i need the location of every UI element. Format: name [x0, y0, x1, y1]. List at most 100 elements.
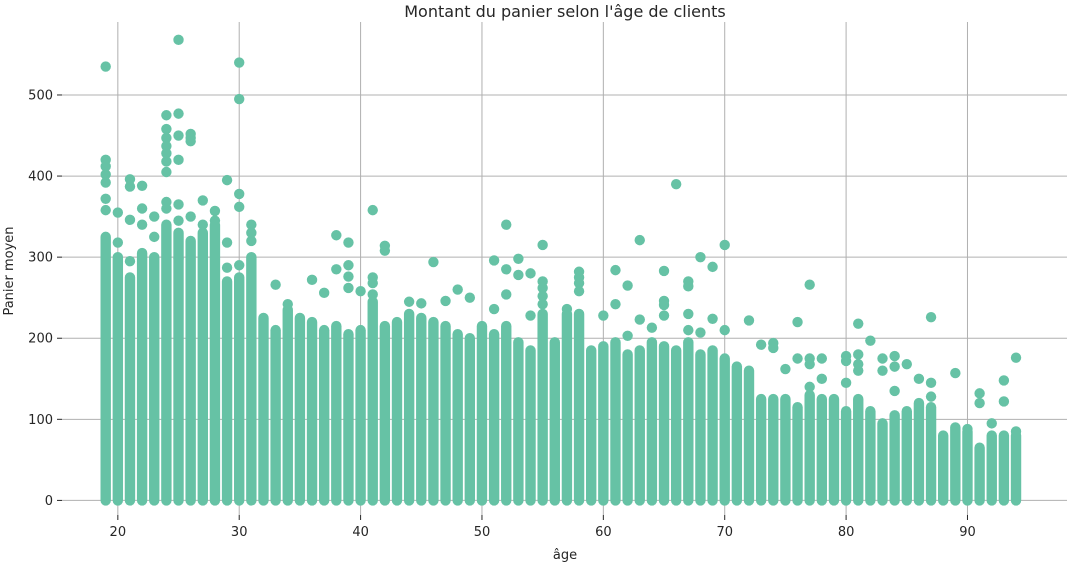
data-point: [488, 255, 500, 266]
data-point: [962, 423, 973, 435]
data-point: [925, 377, 937, 389]
data-point-stack: [464, 333, 476, 506]
data-point: [428, 256, 439, 268]
data-point: [161, 148, 172, 159]
data-point: [403, 296, 415, 307]
data-point: [112, 207, 124, 218]
data-point-stack: [501, 320, 512, 506]
data-point-stack: [306, 316, 318, 506]
data-point-stack: [865, 406, 876, 506]
data-point-stack: [476, 320, 488, 506]
data-point: [840, 377, 852, 389]
data-point-stack: [974, 442, 985, 506]
data-point-stack: [622, 349, 633, 506]
data-point-stack: [561, 308, 573, 506]
data-point-stack: [804, 389, 815, 506]
data-point: [161, 132, 172, 144]
data-point-stack: [149, 251, 160, 506]
data-point: [804, 358, 815, 370]
data-point-stack: [610, 337, 621, 506]
data-point-stack: [525, 345, 536, 506]
data-point-stack: [586, 345, 597, 506]
data-point-stack: [209, 219, 221, 506]
data-point-stack: [853, 393, 864, 506]
data-point: [634, 234, 645, 246]
data-point-stack: [537, 308, 548, 506]
y-tick-label: 400: [28, 170, 53, 185]
data-point: [234, 260, 245, 271]
data-point-stack: [294, 312, 306, 506]
data-point: [792, 353, 803, 364]
data-point-stack: [573, 308, 585, 506]
data-point: [974, 388, 985, 399]
data-point: [100, 169, 111, 180]
data-point: [537, 282, 548, 294]
data-point-stack: [925, 401, 937, 506]
data-point: [707, 261, 718, 273]
data-point: [513, 269, 524, 281]
data-point: [925, 391, 937, 402]
data-point: [343, 260, 354, 271]
data-point: [161, 110, 172, 121]
data-point: [683, 308, 694, 320]
data-point: [598, 310, 609, 321]
x-tick-label: 70: [716, 525, 733, 540]
data-point: [877, 353, 888, 364]
data-point-stack: [840, 406, 852, 506]
data-point: [136, 219, 148, 230]
data-point-stack: [112, 251, 124, 506]
data-point-stack: [355, 324, 366, 506]
data-point: [173, 215, 184, 226]
data-point: [658, 310, 670, 321]
data-point: [925, 311, 937, 323]
data-point: [161, 123, 172, 135]
data-point: [343, 271, 354, 282]
data-point: [683, 281, 694, 292]
data-point-stack: [258, 312, 269, 506]
data-point-stack: [950, 422, 961, 506]
data-point: [913, 373, 925, 384]
data-point-stack: [828, 393, 840, 506]
y-axis-ticks: 0 100 200 300 400 500: [28, 88, 62, 509]
data-point: [367, 204, 378, 216]
data-point-stack: [549, 337, 560, 506]
data-point-stack: [100, 231, 111, 506]
x-tick-label: 30: [231, 525, 248, 540]
data-point: [670, 178, 682, 190]
data-point: [246, 219, 257, 230]
data-point: [634, 314, 645, 325]
data-point: [853, 349, 864, 360]
data-point: [112, 237, 124, 248]
x-tick-label: 40: [352, 525, 369, 540]
x-tick-label: 80: [838, 525, 855, 540]
data-point: [270, 279, 281, 290]
data-point: [100, 61, 111, 72]
data-point: [889, 385, 900, 397]
data-point-stack: [937, 430, 949, 506]
data-point: [573, 286, 585, 297]
data-point: [755, 339, 767, 350]
data-point: [100, 193, 111, 204]
data-point-stack: [488, 328, 500, 506]
data-point: [573, 277, 585, 289]
data-point: [622, 330, 633, 342]
data-point-stack: [877, 418, 888, 506]
data-point-stack: [962, 426, 973, 506]
data-point: [646, 322, 658, 333]
data-point: [998, 396, 1010, 407]
data-point-stack: [755, 393, 767, 506]
data-point-stack: [185, 235, 196, 506]
data-point: [367, 277, 378, 289]
data-point: [440, 295, 451, 307]
data-point: [719, 239, 730, 251]
data-point: [501, 264, 512, 275]
data-point: [695, 327, 706, 338]
data-point-stack: [889, 410, 900, 506]
data-point: [622, 280, 633, 291]
data-point: [234, 201, 245, 213]
data-point: [185, 211, 196, 222]
data-point-stack: [731, 361, 743, 506]
data-point: [209, 205, 221, 217]
data-point-stack: [428, 316, 439, 506]
